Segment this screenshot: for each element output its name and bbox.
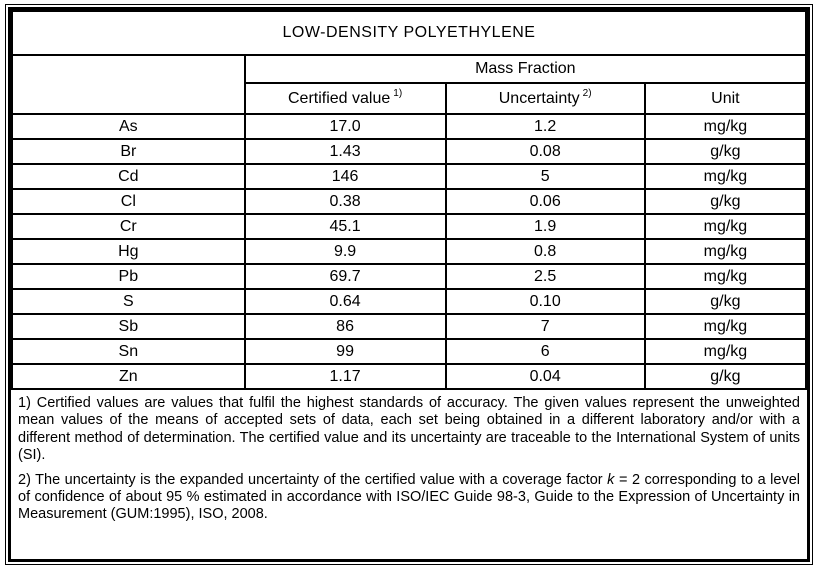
element-cell: Zn — [11, 363, 246, 390]
uncertainty-cell: 7 — [444, 313, 646, 340]
certified-value-cell: 0.38 — [243, 188, 447, 215]
footnote-2: 2) The uncertainty is the expanded uncer… — [18, 472, 800, 524]
unit-cell: g/kg — [643, 188, 808, 215]
uncertainty-cell: 0.06 — [444, 188, 646, 215]
certified-value-cell: 45.1 — [243, 213, 447, 240]
element-cell: Cd — [11, 163, 246, 190]
element-cell: As — [11, 113, 246, 140]
certified-value-cell: 99 — [243, 338, 447, 365]
certified-value-cell: 86 — [243, 313, 447, 340]
certified-value-header: Certified value 1) — [243, 82, 447, 115]
footnotes-section: 1) Certified values are values that fulf… — [11, 390, 807, 559]
certified-value-cell: 146 — [243, 163, 447, 190]
uncertainty-cell: 0.04 — [444, 363, 646, 390]
element-cell: Sb — [11, 313, 246, 340]
uncertainty-cell: 5 — [444, 163, 646, 190]
group-header-row: Mass Fraction — [11, 54, 808, 115]
footnote-1: 1) Certified values are values that fulf… — [18, 395, 800, 464]
table-row: As 17.0 1.2 mg/kg — [11, 113, 808, 140]
uncertainty-cell: 6 — [444, 338, 646, 365]
unit-header: Unit — [643, 82, 808, 115]
footnote-2-text-start: 2) The uncertainty is the expanded uncer… — [18, 471, 608, 488]
column-header-row: Certified value 1) Uncertainty 2) Unit — [12, 82, 808, 115]
document-title: LOW-DENSITY POLYETHYLENE — [11, 10, 807, 56]
uncertainty-header-label: Uncertainty — [498, 89, 580, 107]
uncertainty-cell: 0.08 — [444, 138, 646, 165]
unit-cell: g/kg — [643, 138, 808, 165]
uncertainty-cell: 0.10 — [444, 288, 646, 315]
element-cell: Pb — [11, 263, 246, 290]
footnote-ref-2: 2) — [582, 87, 592, 99]
unit-cell: g/kg — [643, 288, 808, 315]
uncertainty-cell: 0.8 — [444, 238, 646, 265]
element-column-header — [11, 54, 246, 115]
table-row: Sn 99 6 mg/kg — [11, 338, 808, 365]
unit-cell: mg/kg — [643, 113, 808, 140]
certificate-box: LOW-DENSITY POLYETHYLENE Mass Fraction C… — [8, 7, 810, 562]
footnote-2-text-end: = 2 corresponding to a level of confiden… — [18, 471, 800, 523]
unit-cell: mg/kg — [643, 263, 808, 290]
certified-value-cell: 17.0 — [243, 113, 447, 140]
footnote-ref-1: 1) — [393, 87, 403, 99]
element-cell: Br — [11, 138, 246, 165]
element-cell: Cl — [11, 188, 246, 215]
unit-cell: g/kg — [643, 363, 808, 390]
table-row: Zn 1.17 0.04 g/kg — [11, 363, 808, 390]
table-row: Br 1.43 0.08 g/kg — [11, 138, 808, 165]
table-row: Cl 0.38 0.06 g/kg — [11, 188, 808, 215]
unit-cell: mg/kg — [643, 163, 808, 190]
certified-value-cell: 0.64 — [243, 288, 447, 315]
unit-cell: mg/kg — [643, 213, 808, 240]
unit-cell: mg/kg — [643, 338, 808, 365]
table-row: S 0.64 0.10 g/kg — [11, 288, 808, 315]
mass-fraction-header: Mass Fraction — [243, 54, 808, 84]
unit-cell: mg/kg — [643, 238, 808, 265]
element-cell: Sn — [11, 338, 246, 365]
uncertainty-cell: 1.2 — [444, 113, 646, 140]
uncertainty-cell: 2.5 — [444, 263, 646, 290]
element-cell: S — [11, 288, 246, 315]
coverage-factor-k: k — [607, 471, 615, 488]
table-row: Cr 45.1 1.9 mg/kg — [11, 213, 808, 240]
unit-cell: mg/kg — [643, 313, 808, 340]
certified-value-header-label: Certified value — [287, 89, 391, 107]
title-row: LOW-DENSITY POLYETHYLENE — [11, 10, 807, 56]
certified-value-cell: 9.9 — [243, 238, 447, 265]
certified-values-table: LOW-DENSITY POLYETHYLENE Mass Fraction C… — [11, 10, 808, 390]
table-row: Sb 86 7 mg/kg — [11, 313, 808, 340]
table-row: Hg 9.9 0.8 mg/kg — [11, 238, 808, 265]
certified-value-cell: 1.17 — [243, 363, 447, 390]
table-row: Pb 69.7 2.5 mg/kg — [11, 263, 808, 290]
certified-value-cell: 1.43 — [243, 138, 447, 165]
uncertainty-header: Uncertainty 2) — [444, 82, 646, 115]
uncertainty-cell: 1.9 — [444, 213, 646, 240]
table-row: Cd 146 5 mg/kg — [11, 163, 808, 190]
outer-border-frame: LOW-DENSITY POLYETHYLENE Mass Fraction C… — [5, 4, 813, 565]
certified-value-cell: 69.7 — [243, 263, 447, 290]
element-cell: Hg — [11, 238, 246, 265]
element-cell: Cr — [11, 213, 246, 240]
